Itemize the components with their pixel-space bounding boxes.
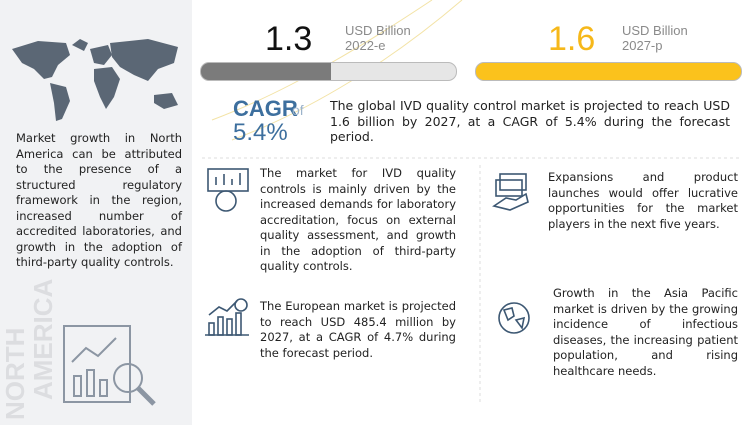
- world-map: [12, 39, 178, 121]
- market-unit: USD Billion: [622, 23, 688, 38]
- market-year: 2022-e: [345, 38, 386, 53]
- driver-icon: [207, 168, 249, 212]
- cagr-connector: of: [292, 102, 304, 118]
- europe-icon: [205, 298, 249, 336]
- market-year: 2027-p: [622, 38, 663, 53]
- globe-icon: [498, 302, 530, 334]
- region-description: Market growth in North America can be at…: [16, 131, 182, 269]
- highlight-text: Expansions and product launches would of…: [548, 170, 738, 231]
- progress-bar: [475, 62, 742, 81]
- market-value: 1.6: [548, 20, 596, 58]
- progress-bar: [200, 62, 457, 81]
- highlight-text: Growth in the Asia Pacific market is dri…: [553, 286, 738, 378]
- market-unit: USD Billion: [345, 23, 411, 38]
- market-value: 1.3: [265, 20, 313, 58]
- cagr-summary: The global IVD quality control market is…: [330, 98, 730, 144]
- decoration: [202, 0, 742, 405]
- region-label: AMERICA: [28, 278, 58, 400]
- region-label: NORTH: [0, 327, 30, 420]
- cagr-label: CAGR: [233, 96, 298, 121]
- opportunity-icon: [492, 173, 529, 211]
- analytics-icon: [63, 325, 156, 406]
- highlight-text: The market for IVD quality controls is m…: [260, 166, 456, 273]
- cagr-value: 5.4%: [233, 119, 288, 146]
- highlight-text: The European market is projected to reac…: [260, 299, 456, 360]
- left-panel: Market growth in North America can be at…: [0, 0, 192, 425]
